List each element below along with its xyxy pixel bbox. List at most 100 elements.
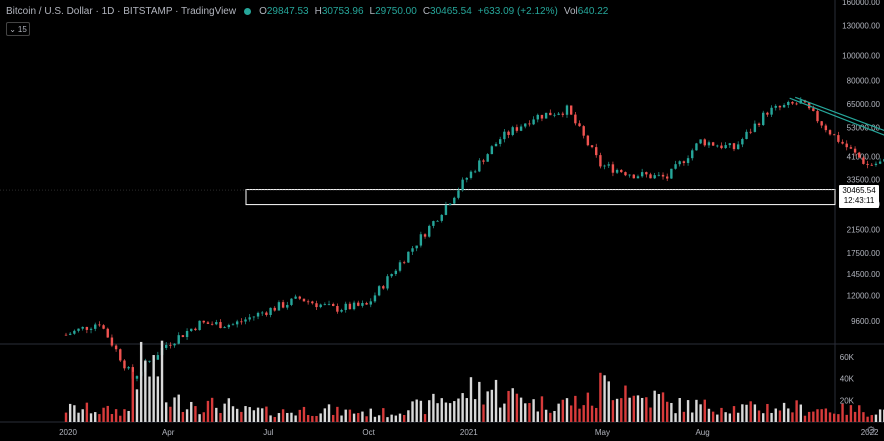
volume-bar xyxy=(139,341,143,422)
volume-bar xyxy=(732,406,736,422)
candle-body xyxy=(185,330,189,338)
candle-body xyxy=(402,262,406,264)
candle-body xyxy=(461,179,464,191)
volume-bar xyxy=(361,411,364,422)
volume-bar xyxy=(565,398,569,422)
candle-body xyxy=(532,119,535,125)
volume-bar xyxy=(691,412,694,422)
volume-bar xyxy=(478,381,481,422)
support-zone-rect xyxy=(245,189,836,206)
candle-body xyxy=(436,220,439,222)
price-tick-label: 9600.00 xyxy=(851,317,880,326)
time-tick-label: Aug xyxy=(695,428,709,437)
candle-body xyxy=(223,327,226,329)
candle-body xyxy=(261,312,264,314)
volume-bar xyxy=(382,408,385,422)
volume-bar xyxy=(181,411,185,422)
volume-bar xyxy=(102,407,105,422)
candle-body xyxy=(81,326,84,329)
volume-bar xyxy=(878,409,882,422)
candle-body xyxy=(678,161,681,165)
volume-bar xyxy=(837,414,840,422)
last-price-value: 30465.54 xyxy=(842,186,876,195)
candle-body xyxy=(757,123,761,125)
candle-body xyxy=(235,321,239,325)
candle-body xyxy=(319,304,322,308)
volume-bar xyxy=(766,403,769,422)
volume-bar xyxy=(469,377,473,422)
candle-body xyxy=(315,303,318,308)
volume-bar xyxy=(277,413,281,422)
volume-bar xyxy=(757,410,761,422)
volume-bar xyxy=(290,412,293,422)
ohlc-change: +633.09 (+2.12%) xyxy=(477,6,558,17)
settings-gear-icon[interactable]: ⚙ xyxy=(866,425,876,437)
volume-bar xyxy=(185,409,189,422)
volume-bar xyxy=(194,406,197,422)
candle-body xyxy=(77,328,80,331)
volume-bar xyxy=(269,415,272,422)
candle-body xyxy=(862,157,865,164)
candle-body xyxy=(302,298,306,302)
volume-bar xyxy=(649,407,652,422)
volume-bar xyxy=(524,403,527,422)
candle-body xyxy=(202,320,205,323)
volume-bar xyxy=(770,412,773,422)
volume-bar xyxy=(457,398,460,422)
volume-bar xyxy=(574,395,577,422)
volume-bar xyxy=(127,410,130,422)
volume-bar xyxy=(812,411,815,422)
candle-body xyxy=(519,126,523,131)
volume-bar xyxy=(845,414,848,422)
volume-bar xyxy=(235,408,239,422)
candle-body xyxy=(736,144,740,150)
candle-body xyxy=(503,131,506,140)
candle-body xyxy=(632,174,635,179)
candle-body xyxy=(749,131,752,133)
candle-body xyxy=(620,169,623,173)
volume-bar xyxy=(624,385,627,422)
indicator-toggle[interactable]: ⌄ 15 xyxy=(6,22,30,36)
candle-body xyxy=(599,155,602,167)
candle-body xyxy=(382,286,385,289)
volume-bar xyxy=(820,409,823,422)
candle-body xyxy=(482,160,485,162)
volume-bar xyxy=(256,407,260,422)
candle-body xyxy=(615,169,619,173)
candle-body xyxy=(511,127,514,135)
price-tick-label: 14500.00 xyxy=(847,270,881,279)
candle-body xyxy=(828,130,832,135)
time-tick-label: 2022 xyxy=(861,428,879,437)
candle-body xyxy=(265,312,268,315)
volume-bar xyxy=(323,408,327,422)
candle-body xyxy=(841,141,844,144)
volume-bar xyxy=(807,411,811,422)
candle-body xyxy=(440,214,443,221)
candle-body xyxy=(494,143,498,147)
volume-tick-label: 60K xyxy=(840,353,855,362)
candle-body xyxy=(269,307,272,315)
volume-bar xyxy=(298,409,301,422)
candle-body xyxy=(432,221,435,226)
volume-bar xyxy=(874,414,878,422)
volume-bar xyxy=(824,408,828,422)
candle-body xyxy=(411,248,414,252)
candle-body xyxy=(290,298,293,305)
volume-bar xyxy=(544,409,548,422)
price-tick-label: 80000.00 xyxy=(847,77,881,86)
volume-bar xyxy=(736,412,740,422)
volume-bar xyxy=(281,409,285,422)
candle-body xyxy=(640,172,644,177)
volume-bar xyxy=(699,404,702,422)
candle-body xyxy=(106,328,109,338)
bar-countdown: 12:43:11 xyxy=(843,196,875,205)
candle-body xyxy=(256,312,260,317)
candle-body xyxy=(352,302,356,310)
volume-bar xyxy=(870,415,873,422)
symbol-title[interactable]: Bitcoin / U.S. Dollar · 1D · BITSTAMP · … xyxy=(6,6,237,17)
volume-bar xyxy=(711,411,715,422)
volume-bar xyxy=(473,399,477,422)
volume-bar xyxy=(390,414,393,422)
price-tick-label: 53000.00 xyxy=(847,123,881,132)
